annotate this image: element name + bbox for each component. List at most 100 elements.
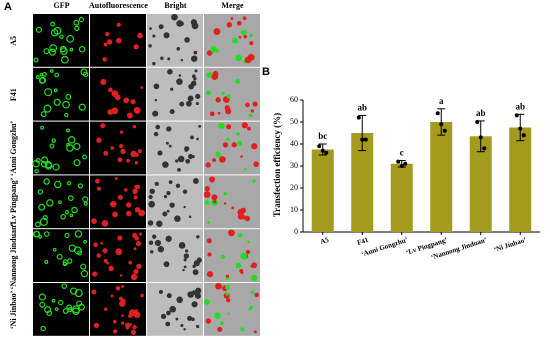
cell bbox=[154, 239, 162, 247]
cell bbox=[119, 274, 123, 277]
cell bbox=[163, 195, 168, 199]
cell bbox=[66, 34, 75, 43]
cell bbox=[206, 90, 211, 96]
cell bbox=[240, 327, 245, 332]
cell bbox=[213, 28, 221, 36]
cell bbox=[54, 180, 62, 189]
cell bbox=[240, 271, 244, 275]
cell bbox=[166, 209, 170, 213]
cell bbox=[231, 142, 237, 148]
cell bbox=[113, 329, 118, 334]
cell bbox=[133, 269, 139, 275]
cell bbox=[132, 325, 137, 330]
cell bbox=[177, 155, 185, 163]
significance-letter: ab bbox=[476, 108, 486, 118]
cell bbox=[190, 135, 194, 140]
cell bbox=[66, 144, 74, 152]
cell bbox=[80, 263, 87, 270]
cell bbox=[148, 194, 153, 200]
cell bbox=[39, 301, 46, 308]
micrograph bbox=[204, 229, 260, 282]
cell bbox=[65, 93, 72, 100]
cell bbox=[167, 57, 171, 61]
cell bbox=[240, 29, 247, 36]
cell bbox=[126, 210, 132, 217]
cell bbox=[185, 158, 191, 164]
cell bbox=[78, 303, 85, 311]
cell bbox=[166, 293, 172, 299]
cell bbox=[191, 74, 196, 79]
cell bbox=[225, 108, 232, 115]
x-tick-label: F41 bbox=[356, 236, 370, 247]
cell bbox=[40, 125, 45, 130]
cell bbox=[175, 317, 179, 321]
cell bbox=[59, 34, 64, 39]
cell bbox=[226, 22, 233, 28]
cell bbox=[168, 144, 172, 148]
cell bbox=[34, 168, 39, 174]
cell bbox=[46, 199, 54, 207]
cell bbox=[133, 44, 139, 50]
cell bbox=[157, 245, 165, 253]
cell bbox=[93, 242, 98, 248]
data-point bbox=[396, 159, 401, 164]
cell bbox=[192, 269, 199, 276]
cell bbox=[35, 158, 41, 164]
column-header: GFP bbox=[54, 1, 70, 10]
cell bbox=[119, 144, 124, 149]
cell bbox=[123, 188, 128, 192]
cell bbox=[236, 132, 240, 136]
cell bbox=[117, 157, 123, 163]
cell bbox=[176, 46, 181, 51]
cell bbox=[67, 195, 74, 201]
cell bbox=[52, 247, 57, 252]
cell bbox=[175, 183, 181, 188]
cell bbox=[156, 220, 163, 227]
cell bbox=[70, 287, 78, 295]
cell bbox=[176, 78, 183, 85]
cell bbox=[252, 179, 256, 183]
cell bbox=[58, 299, 64, 306]
cell bbox=[121, 314, 124, 317]
data-point bbox=[324, 150, 329, 155]
cell bbox=[196, 324, 200, 329]
y-tick-label: 10 bbox=[290, 205, 298, 214]
cell bbox=[204, 299, 210, 305]
cell bbox=[228, 229, 235, 237]
data-point bbox=[363, 137, 368, 142]
cell bbox=[149, 27, 152, 30]
cell bbox=[163, 261, 170, 268]
cell bbox=[111, 107, 119, 115]
cell bbox=[236, 140, 243, 147]
micrograph-grid bbox=[32, 13, 260, 336]
cell bbox=[44, 162, 53, 170]
cell bbox=[148, 44, 152, 48]
cell bbox=[51, 298, 56, 303]
cell bbox=[196, 235, 200, 239]
cell bbox=[35, 221, 41, 228]
cell bbox=[153, 83, 160, 90]
cell bbox=[125, 202, 132, 208]
cell bbox=[223, 202, 227, 205]
cell bbox=[160, 56, 164, 61]
cell bbox=[235, 262, 242, 269]
cell bbox=[35, 75, 40, 80]
data-point bbox=[439, 122, 444, 127]
cell bbox=[220, 321, 224, 326]
cell bbox=[82, 154, 87, 160]
y-axis-label: Transfection efficiency (%) bbox=[272, 113, 282, 217]
cell bbox=[138, 209, 146, 217]
cell bbox=[80, 270, 89, 278]
y-tick-label: 20 bbox=[290, 183, 298, 192]
cell bbox=[162, 211, 168, 217]
cell bbox=[69, 47, 74, 52]
cell bbox=[134, 206, 141, 213]
cell bbox=[44, 260, 49, 265]
cell bbox=[188, 154, 194, 160]
cell bbox=[169, 305, 177, 313]
cell bbox=[58, 200, 62, 204]
micrograph bbox=[90, 283, 146, 336]
cell bbox=[137, 32, 143, 39]
cell bbox=[244, 167, 247, 171]
significance-letter: c bbox=[400, 148, 404, 158]
